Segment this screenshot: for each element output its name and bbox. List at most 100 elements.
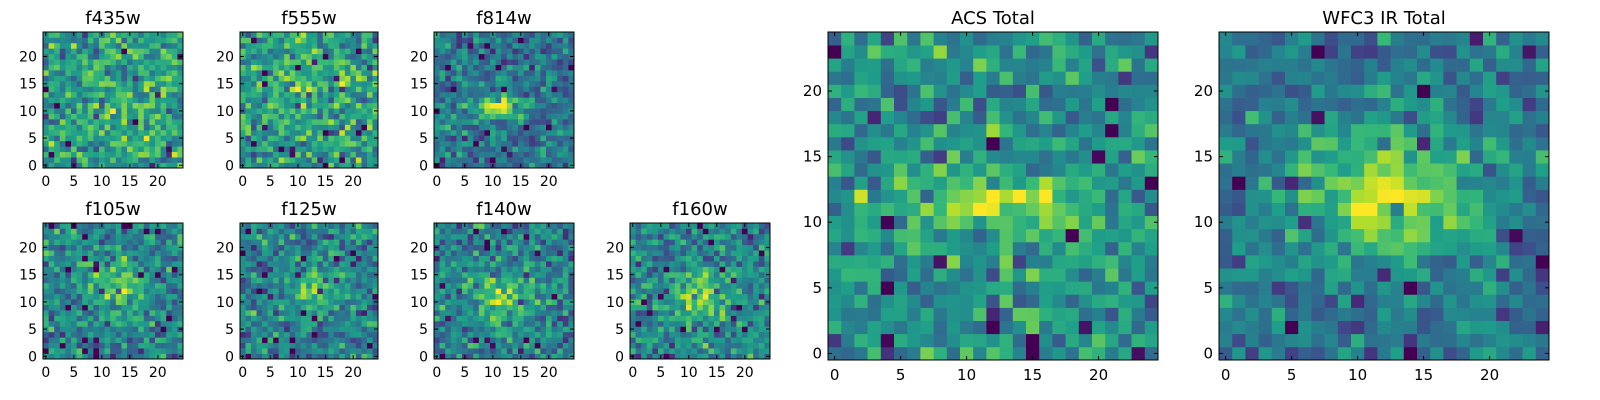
- heatmap-cell: [557, 32, 564, 38]
- panel-title: f105w: [85, 199, 140, 220]
- heatmap-cell: [93, 320, 100, 327]
- heatmap-cell: [686, 293, 692, 300]
- heatmap-cell: [171, 266, 178, 273]
- heatmap-cell: [478, 162, 485, 169]
- heatmap-cell: [344, 162, 351, 169]
- heatmap-cell: [686, 250, 692, 256]
- heatmap-cell: [149, 239, 156, 246]
- heatmap-cell: [87, 108, 94, 114]
- heatmap-cell: [540, 320, 547, 327]
- heatmap-cell: [434, 75, 440, 82]
- heatmap-cell: [680, 288, 687, 295]
- heatmap-cell: [1012, 241, 1027, 256]
- heatmap-cell: [674, 282, 681, 289]
- heatmap-cell: [534, 146, 541, 153]
- heatmap-cell: [43, 91, 49, 98]
- heatmap-cell: [284, 250, 291, 256]
- heatmap-cell: [753, 288, 760, 295]
- heatmap-cell: [171, 37, 178, 44]
- heatmap-cell: [456, 59, 463, 65]
- heatmap-cell: [568, 277, 575, 284]
- heatmap-cell: [523, 97, 530, 104]
- heatmap-cell: [439, 337, 446, 344]
- heatmap-cell: [138, 86, 145, 93]
- heatmap-cell: [456, 32, 463, 38]
- heatmap-cell: [311, 42, 318, 49]
- heatmap-cell: [104, 91, 111, 98]
- heatmap-cell: [986, 307, 1000, 321]
- heatmap-cell: [973, 281, 987, 295]
- heatmap-cell: [674, 353, 681, 360]
- heatmap-cell: [473, 48, 480, 55]
- heatmap-cell: [546, 277, 552, 284]
- heatmap-cell: [372, 48, 379, 55]
- heatmap-cell: [495, 299, 502, 305]
- heatmap-cell: [240, 59, 246, 65]
- heatmap-cell: [1026, 320, 1040, 335]
- heatmap-cell: [289, 250, 296, 256]
- heatmap-cell: [366, 37, 373, 44]
- heatmap-cell: [501, 42, 508, 49]
- heatmap-cell: [697, 244, 704, 251]
- heatmap-cell: [333, 353, 340, 360]
- heatmap-cell: [93, 86, 100, 93]
- heatmap-cell: [171, 64, 178, 71]
- heatmap-cell: [490, 277, 496, 284]
- heatmap-cell: [501, 250, 508, 256]
- heatmap-cell: [171, 233, 178, 240]
- heatmap-cell: [933, 189, 948, 203]
- heatmap-cell: [333, 32, 340, 38]
- heatmap-cell: [467, 331, 474, 338]
- x-tick-label: 5: [266, 365, 275, 381]
- heatmap-cell: [1026, 228, 1040, 243]
- heatmap-cell: [132, 124, 139, 131]
- heatmap-cell: [149, 315, 156, 322]
- heatmap-cell: [177, 315, 184, 322]
- heatmap-cell: [333, 266, 340, 273]
- heatmap-cell: [725, 320, 732, 327]
- heatmap-cell: [306, 53, 313, 60]
- heatmap-cell: [59, 233, 66, 240]
- heatmap-cell: [854, 268, 868, 282]
- heatmap-cell: [702, 250, 709, 256]
- heatmap-cell: [48, 299, 55, 305]
- heatmap-cell: [54, 124, 61, 131]
- heatmap-cell: [501, 53, 508, 60]
- heatmap-cell: [289, 113, 296, 120]
- heatmap-cell: [93, 124, 100, 131]
- heatmap-cell: [534, 266, 541, 273]
- heatmap-cell: [177, 320, 184, 327]
- heatmap-cell: [439, 48, 446, 55]
- heatmap-cell: [115, 64, 122, 71]
- heatmap-cell: [339, 299, 346, 305]
- heatmap-cell: [702, 277, 709, 284]
- heatmap-cell: [630, 348, 636, 354]
- heatmap-cell: [546, 293, 552, 300]
- heatmap-cell: [138, 353, 145, 360]
- heatmap-cell: [512, 277, 519, 284]
- heatmap-cell: [333, 293, 340, 300]
- heatmap-cell: [82, 342, 89, 349]
- heatmap-cell: [317, 299, 324, 305]
- heatmap-cell: [328, 108, 335, 114]
- heatmap-cell: [295, 288, 302, 295]
- heatmap-cell: [490, 129, 496, 136]
- heatmap-cell: [534, 282, 541, 289]
- heatmap-cell: [278, 271, 285, 278]
- heatmap-cell: [344, 42, 351, 49]
- heatmap-cell: [1144, 215, 1159, 230]
- heatmap-cell: [490, 135, 496, 142]
- heatmap-cell: [540, 151, 547, 158]
- heatmap-cell: [132, 261, 139, 267]
- heatmap-cell: [59, 261, 66, 267]
- heatmap-cell: [121, 124, 128, 131]
- heatmap-cell: [245, 255, 252, 262]
- heatmap-cell: [490, 146, 496, 153]
- heatmap-cell: [317, 113, 324, 120]
- heatmap-cell: [132, 315, 139, 322]
- heatmap-cell: [317, 233, 324, 240]
- heatmap-cell: [973, 215, 987, 230]
- heatmap-cell: [99, 320, 105, 327]
- heatmap-cell: [284, 255, 291, 262]
- heatmap-cell: [635, 337, 642, 344]
